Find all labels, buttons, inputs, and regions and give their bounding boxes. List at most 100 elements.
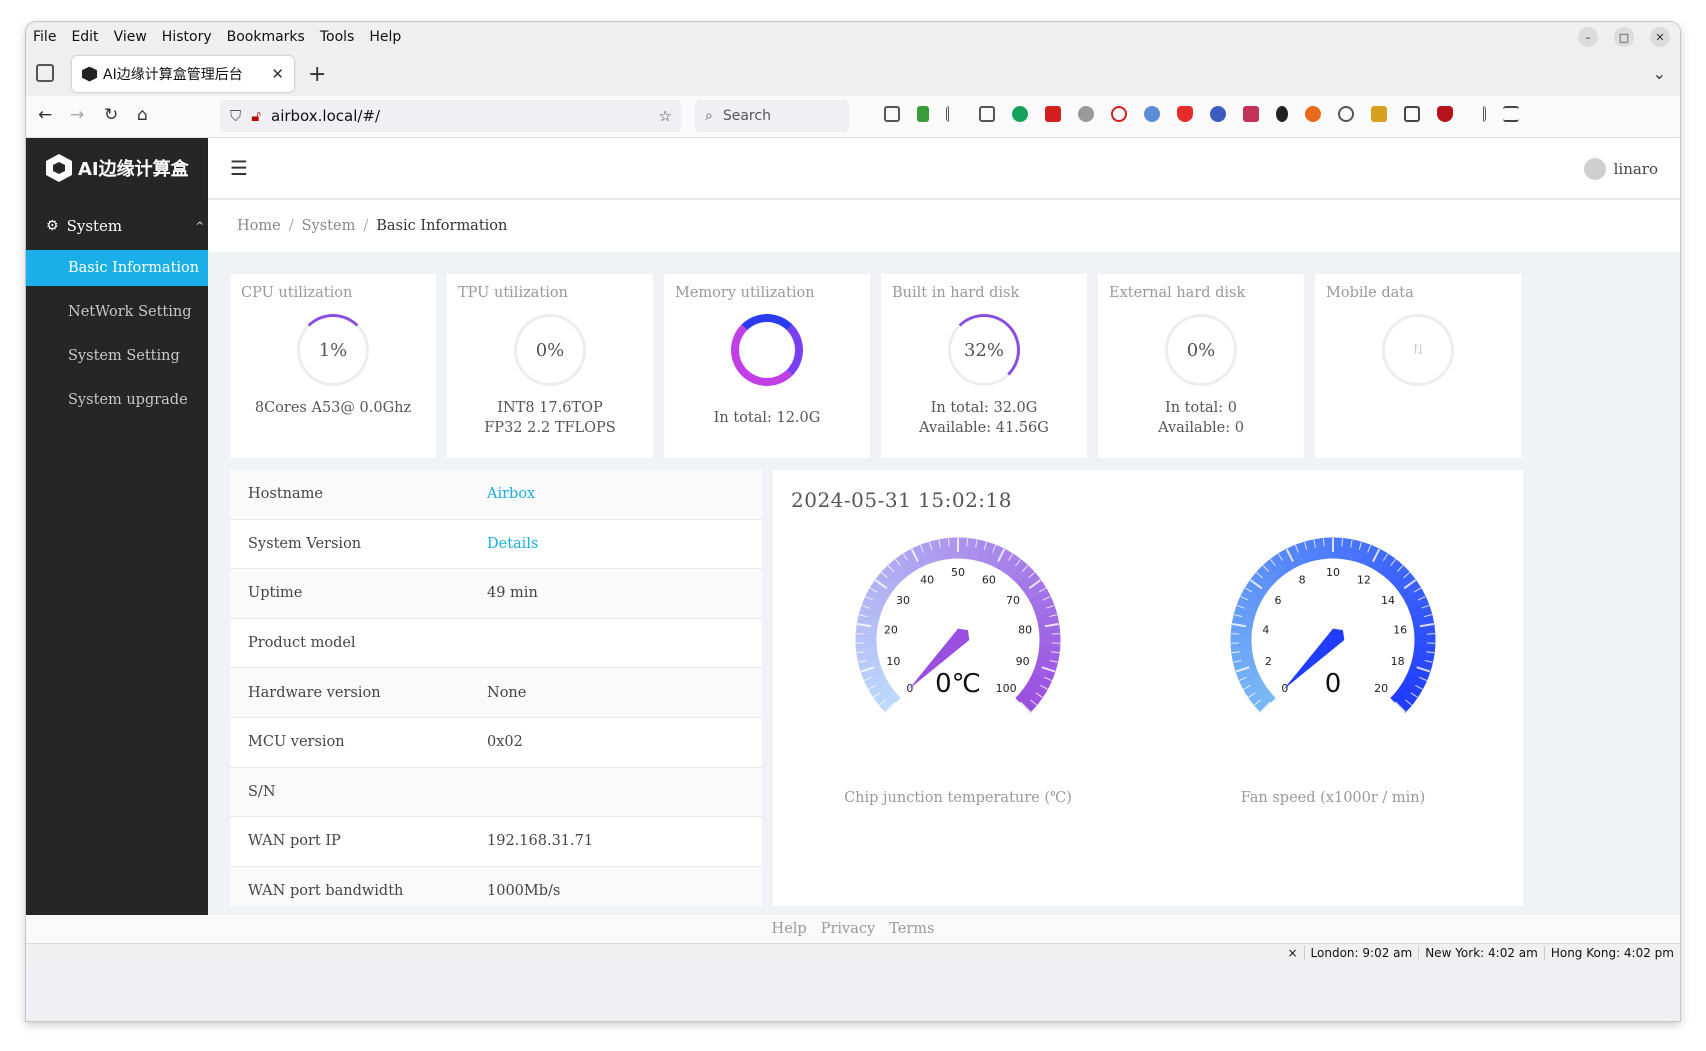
gauge-tick — [1426, 633, 1435, 635]
sidebar-item-network-setting[interactable]: NetWork Setting — [68, 304, 192, 320]
puzzle-colored-icon[interactable] — [1243, 106, 1259, 122]
color-icon[interactable] — [1305, 106, 1321, 122]
close-tab-icon[interactable]: ✕ — [271, 65, 284, 83]
gauge-tick — [1248, 692, 1256, 698]
earth-icon[interactable] — [1210, 106, 1226, 122]
gauge-tick-label: 16 — [1393, 623, 1407, 636]
gauge-tick — [885, 701, 897, 713]
footer-privacy-link[interactable]: Privacy — [820, 921, 876, 937]
card-cpu: CPU utilization 1% 8Cores A53@ 0.0Ghz — [230, 274, 436, 458]
new-tab-icon[interactable]: + — [308, 62, 327, 87]
back-icon[interactable]: ← — [38, 105, 53, 125]
hamburger-menu-icon[interactable] — [1503, 106, 1519, 122]
home-icon[interactable]: ⌂ — [137, 105, 148, 125]
link-icon[interactable] — [1144, 106, 1160, 122]
url-text[interactable]: airbox.local/#/ — [271, 107, 381, 125]
gauge-tick-label: 8 — [1299, 573, 1306, 586]
gauge-tick-label: 12 — [1357, 573, 1371, 586]
speed-icon[interactable] — [1338, 106, 1354, 122]
collapse-menu-icon[interactable]: ☰ — [230, 156, 248, 180]
block-icon[interactable] — [1111, 106, 1127, 122]
top-bar: ☰ linaro — [208, 138, 1680, 198]
menu-history[interactable]: History — [161, 29, 212, 45]
card-title: Memory utilization — [675, 285, 815, 301]
breadcrumb-separator: / — [363, 218, 369, 234]
table-row: Uptime 49 min — [230, 569, 762, 619]
minimize-icon[interactable]: – — [1578, 27, 1598, 47]
details-link[interactable]: Details — [487, 535, 539, 552]
url-bar[interactable]: ⛉ 🔓︎ airbox.local/#/ ☆ — [220, 100, 682, 132]
search-input[interactable]: ⌕ Search — [695, 100, 849, 132]
gear-icon: ⚙ — [46, 218, 59, 234]
gauge-tick-label: 60 — [982, 573, 996, 586]
row-key: Product model — [248, 635, 356, 652]
gauge-arc-segment — [945, 537, 959, 560]
overflow-icon[interactable] — [1470, 106, 1486, 122]
forward-icon[interactable]: → — [70, 105, 85, 125]
ublock-origin-icon[interactable] — [1437, 106, 1453, 122]
menu-help[interactable]: Help — [369, 29, 402, 45]
card-value: 0% — [1186, 339, 1216, 361]
menu-tools[interactable]: Tools — [319, 29, 355, 45]
sidebar-item-system-setting[interactable]: System Setting — [68, 348, 180, 364]
ublock-shield-icon[interactable] — [1177, 106, 1193, 122]
extensions-icon[interactable] — [1404, 106, 1420, 122]
user-menu[interactable]: linaro — [1583, 158, 1658, 180]
menu-view[interactable]: View — [113, 29, 147, 45]
footer-help-link[interactable]: Help — [771, 921, 807, 937]
breadcrumb-system[interactable]: System — [301, 218, 356, 234]
pdf-icon[interactable] — [1045, 106, 1061, 122]
gauge-tick — [1405, 699, 1412, 706]
gauge-tick — [1424, 660, 1433, 663]
gauge-tick — [1035, 692, 1043, 698]
reload-icon[interactable]: ↻ — [104, 105, 119, 125]
world-clock-close-icon[interactable]: × — [1287, 945, 1298, 960]
tab-overview-icon[interactable] — [36, 64, 54, 82]
shield-icon[interactable]: ⛉ — [230, 107, 242, 125]
close-window-icon[interactable]: ✕ — [1650, 27, 1670, 47]
library-icon[interactable] — [946, 106, 962, 122]
sidebar-item-basic-information[interactable]: Basic Information — [26, 250, 208, 286]
bookmark-star-icon[interactable]: ☆ — [658, 107, 672, 125]
gauge-tick — [1040, 684, 1048, 690]
insecure-lock-icon[interactable]: 🔓︎ — [251, 107, 261, 125]
breadcrumb-home[interactable]: Home — [237, 218, 281, 234]
search-icon: ⌕ — [705, 108, 713, 124]
gauge-tick — [1403, 572, 1410, 579]
gauge-tick — [1419, 623, 1434, 628]
menu-edit[interactable]: Edit — [71, 29, 99, 45]
gauge-tick — [865, 596, 874, 601]
brand-name: AI边缘计算盒 — [78, 159, 189, 180]
card-value: 0% — [535, 339, 565, 361]
list-tabs-icon[interactable]: ⌄ — [1652, 64, 1666, 83]
tab-title: AI边缘计算盒管理后台 — [103, 67, 243, 83]
sidebar-icon[interactable] — [979, 106, 995, 122]
sidebar-group-label: System — [66, 217, 123, 235]
grammarly-icon[interactable] — [1012, 106, 1028, 122]
card-external-disk: External hard disk 0% In total: 0 Availa… — [1098, 274, 1304, 458]
sidebar-group-system[interactable]: ⚙ System ^ — [26, 204, 208, 248]
globe-icon[interactable] — [1078, 106, 1094, 122]
gnome-icon[interactable] — [1276, 106, 1288, 122]
gauge-tick — [1413, 587, 1422, 593]
table-row: MCU version 0x02 — [230, 717, 762, 768]
gauge-tick — [902, 553, 909, 561]
footer-terms-link[interactable]: Terms — [889, 921, 935, 937]
maximize-icon[interactable]: □ — [1614, 27, 1634, 47]
browser-window: File Edit View History Bookmarks Tools H… — [26, 22, 1680, 1021]
download-icon[interactable] — [917, 106, 929, 122]
cube-icon[interactable] — [1371, 106, 1387, 122]
cpu-ring: 1% — [297, 314, 369, 386]
gauge-tick-label: 20 — [884, 623, 898, 636]
hostname-link[interactable]: Airbox — [487, 486, 536, 503]
gauge-tick — [1421, 604, 1430, 609]
sidebar-item-system-upgrade[interactable]: System upgrade — [68, 392, 188, 408]
menu-bookmarks[interactable]: Bookmarks — [226, 29, 305, 45]
menu-file[interactable]: File — [33, 29, 57, 45]
gauge-tick — [1028, 579, 1042, 590]
gauge-tick-label: 40 — [920, 573, 934, 586]
pocket-icon[interactable] — [884, 106, 900, 122]
gauge-tick — [868, 684, 876, 690]
mobile-signal-icon: ⇅ — [1382, 314, 1454, 386]
tab-active[interactable]: AI边缘计算盒管理后台 ✕ — [72, 56, 294, 92]
